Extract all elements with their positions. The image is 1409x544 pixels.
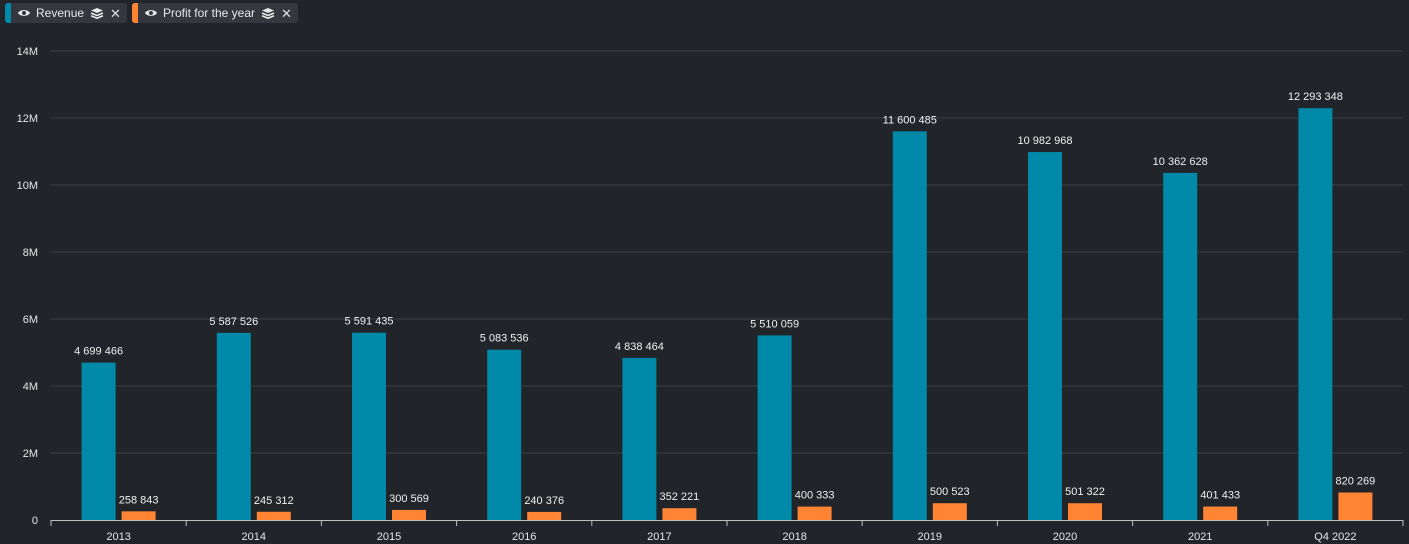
x-tick-label: Q4 2022	[1314, 531, 1356, 543]
profit-bar	[392, 509, 426, 520]
data-label: 4 699 466	[74, 346, 123, 358]
data-label: 10 982 968	[1017, 135, 1072, 147]
data-label: 245 312	[254, 495, 294, 507]
x-tick-label: 2017	[647, 531, 671, 543]
x-tick-label: 2013	[106, 531, 130, 543]
profit-bar	[662, 508, 697, 520]
x-tick-label: 2015	[377, 531, 401, 543]
revenue-bar	[1028, 152, 1062, 521]
revenue-bar	[757, 335, 792, 520]
stack-icon[interactable]	[90, 7, 104, 20]
profit-color-swatch	[131, 3, 138, 23]
data-label: 5 510 059	[750, 318, 799, 330]
x-tick-label: 2021	[1188, 531, 1212, 543]
revenue-bar	[216, 332, 251, 520]
data-label: 401 433	[1200, 490, 1240, 502]
revenue-bar	[487, 349, 522, 520]
revenue-bar	[1298, 108, 1333, 520]
data-label: 258 843	[119, 494, 159, 506]
x-tick-label: 2018	[782, 531, 806, 543]
data-label: 820 269	[1336, 476, 1376, 488]
revenue-bar	[81, 362, 116, 520]
y-tick-label: 8M	[23, 247, 38, 259]
legend: Revenue ✕ Profit for the year ✕	[5, 3, 298, 23]
data-label: 352 221	[660, 491, 700, 503]
profit-bar	[932, 503, 967, 520]
x-tick-label: 2020	[1053, 531, 1077, 543]
legend-label: Profit for the year	[162, 6, 255, 20]
y-tick-label: 10M	[17, 180, 38, 192]
data-label: 300 569	[389, 493, 429, 505]
stack-icon[interactable]	[261, 7, 275, 20]
revenue-bar	[622, 357, 657, 520]
legend-item-revenue[interactable]: Revenue ✕	[5, 3, 127, 23]
profit-bar	[256, 511, 291, 520]
close-icon[interactable]: ✕	[110, 5, 121, 21]
x-tick-label: 2016	[512, 531, 536, 543]
profit-bar	[527, 511, 562, 520]
data-label: 240 376	[524, 495, 564, 507]
y-tick-label: 0	[32, 515, 38, 527]
legend-label: Revenue	[36, 6, 85, 20]
y-tick-label: 12M	[17, 113, 38, 125]
data-label: 12 293 348	[1288, 91, 1343, 103]
eye-icon[interactable]	[144, 8, 158, 18]
legend-item-profit[interactable]: Profit for the year ✕	[131, 3, 298, 23]
y-tick-label: 6M	[23, 314, 38, 326]
data-label: 5 083 536	[480, 333, 529, 345]
y-tick-label: 4M	[23, 381, 38, 393]
data-label: 5 587 526	[209, 316, 258, 328]
data-label: 10 362 628	[1153, 156, 1208, 168]
revenue-bar	[892, 131, 927, 520]
revenue-color-swatch	[5, 3, 11, 23]
profit-bar	[121, 511, 156, 520]
y-tick-label: 14M	[17, 46, 38, 58]
revenue-bar	[352, 332, 386, 520]
data-label: 5 591 435	[345, 316, 394, 328]
x-tick-label: 2014	[242, 531, 266, 543]
eye-icon[interactable]	[17, 8, 31, 18]
profit-bar	[1068, 503, 1102, 520]
revenue-bar	[1163, 172, 1198, 520]
profit-bar	[797, 506, 832, 520]
data-label: 11 600 485	[883, 114, 937, 126]
data-label: 501 322	[1065, 486, 1105, 498]
data-label: 400 333	[795, 490, 835, 502]
data-label: 500 523	[930, 486, 970, 498]
close-icon[interactable]: ✕	[281, 5, 292, 21]
x-tick-label: 2019	[918, 531, 942, 543]
data-label: 4 838 464	[615, 341, 664, 353]
profit-bar	[1203, 506, 1238, 520]
profit-bar	[1338, 492, 1373, 520]
y-tick-label: 2M	[23, 448, 38, 460]
